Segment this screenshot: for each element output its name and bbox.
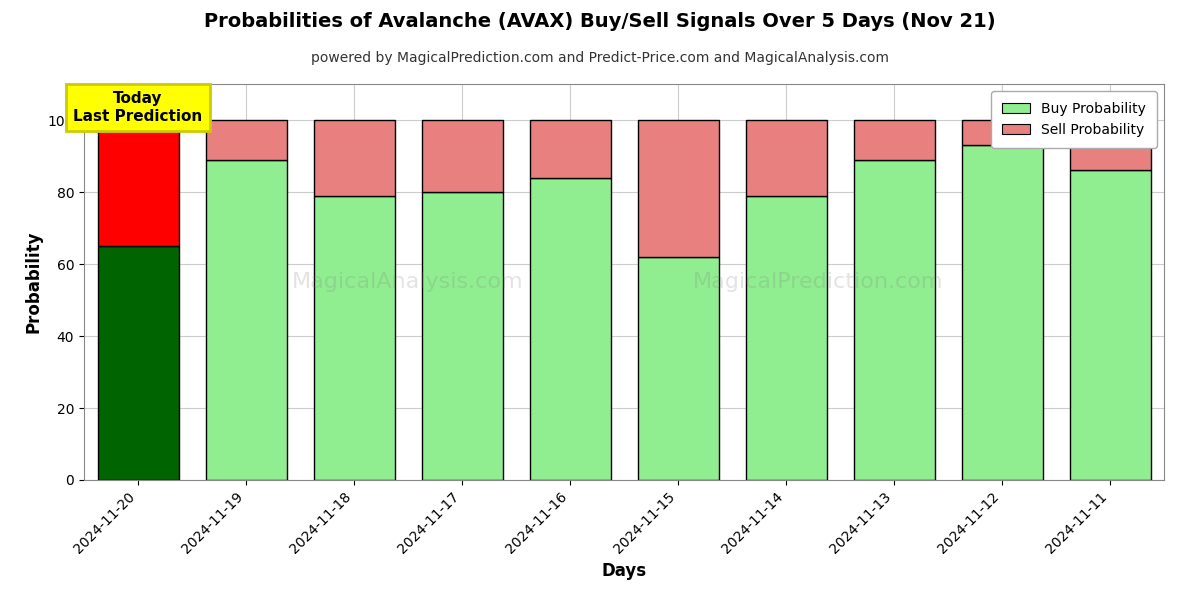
Bar: [529, 178, 611, 480]
Bar: [529, 120, 611, 178]
Bar: [205, 120, 287, 160]
Bar: [961, 120, 1043, 145]
Bar: [853, 160, 935, 480]
Bar: [1069, 170, 1151, 480]
Text: MagicalPrediction.com: MagicalPrediction.com: [694, 272, 943, 292]
X-axis label: Days: Days: [601, 562, 647, 580]
Bar: [745, 120, 827, 196]
Text: MagicalAnalysis.com: MagicalAnalysis.com: [292, 272, 524, 292]
Y-axis label: Probability: Probability: [24, 231, 42, 333]
Bar: [313, 196, 395, 480]
Bar: [421, 120, 503, 192]
Bar: [853, 120, 935, 160]
Bar: [637, 257, 719, 480]
Bar: [1069, 120, 1151, 170]
Bar: [421, 192, 503, 480]
Text: Probabilities of Avalanche (AVAX) Buy/Sell Signals Over 5 Days (Nov 21): Probabilities of Avalanche (AVAX) Buy/Se…: [204, 12, 996, 31]
Bar: [637, 120, 719, 257]
Bar: [205, 160, 287, 480]
Bar: [97, 246, 179, 480]
Bar: [313, 120, 395, 196]
Text: Today
Last Prediction: Today Last Prediction: [73, 91, 203, 124]
Text: powered by MagicalPrediction.com and Predict-Price.com and MagicalAnalysis.com: powered by MagicalPrediction.com and Pre…: [311, 51, 889, 65]
Bar: [745, 196, 827, 480]
Bar: [961, 145, 1043, 480]
Legend: Buy Probability, Sell Probability: Buy Probability, Sell Probability: [991, 91, 1157, 148]
Bar: [97, 120, 179, 246]
